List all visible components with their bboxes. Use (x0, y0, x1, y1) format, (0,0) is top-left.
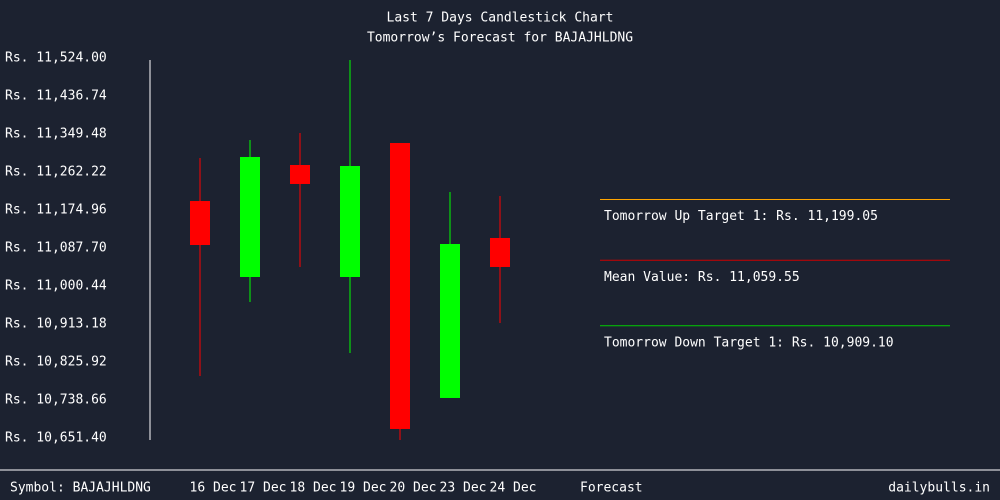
y-tick-label: Rs. 10,738.66 (5, 393, 107, 408)
candle-body (190, 201, 210, 245)
candle-body (290, 164, 310, 184)
source: dailybulls.in (888, 481, 990, 496)
candle-body (490, 237, 510, 267)
candle-body (390, 143, 410, 429)
x-tick-label: 18 Dec (290, 481, 337, 496)
y-tick-label: Rs. 10,651.40 (5, 431, 107, 446)
x-tick-label: 19 Dec (340, 481, 387, 496)
forecast-label: Forecast (580, 481, 643, 496)
y-tick-label: Rs. 10,825.92 (5, 355, 107, 370)
x-tick-label: 16 Dec (190, 481, 237, 496)
y-tick-label: Rs. 11,262.22 (5, 165, 107, 180)
y-tick-label: Rs. 11,524.00 (5, 51, 107, 66)
x-tick-label: 20 Dec (390, 481, 437, 496)
forecast-text: Tomorrow Down Target 1: Rs. 10,909.10 (604, 335, 894, 350)
candle-body (440, 243, 460, 398)
y-tick-label: Rs. 11,349.48 (5, 127, 107, 142)
y-tick-label: Rs. 11,000.44 (5, 279, 107, 294)
candle-body (240, 156, 260, 278)
y-tick-label: Rs. 10,913.18 (5, 317, 107, 332)
x-tick-label: 24 Dec (490, 481, 537, 496)
candle-body (340, 165, 360, 278)
chart-title: Last 7 Days Candlestick Chart (387, 11, 614, 26)
y-tick-label: Rs. 11,087.70 (5, 241, 107, 256)
x-tick-label: 17 Dec (240, 481, 287, 496)
forecast-text: Tomorrow Up Target 1: Rs. 11,199.05 (604, 209, 878, 224)
symbol: Symbol: BAJAJHLDNG (10, 481, 151, 496)
y-tick-label: Rs. 11,436.74 (5, 89, 107, 104)
x-tick-label: 23 Dec (440, 481, 487, 496)
forecast-text: Mean Value: Rs. 11,059.55 (604, 270, 800, 285)
chart-subtitle: Tomorrow’s Forecast for BAJAJHLDNG (367, 31, 633, 46)
y-tick-label: Rs. 11,174.96 (5, 203, 107, 218)
